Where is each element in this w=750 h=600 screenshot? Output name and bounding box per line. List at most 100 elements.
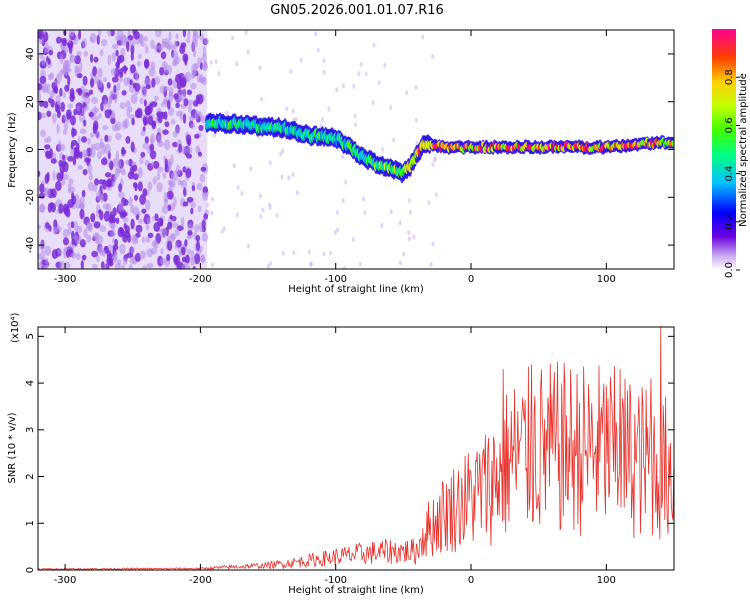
- noise-speck: [202, 45, 206, 57]
- noise-speck: [121, 66, 129, 72]
- noise-speck: [185, 153, 193, 159]
- snr-x-axis: -300 -200 -100 0 100: [54, 327, 616, 586]
- noise-speck: [203, 213, 209, 220]
- noise-speck: [194, 133, 200, 139]
- noise-speck: [110, 68, 117, 76]
- noise-speck: [97, 151, 102, 160]
- faint-speck: [327, 106, 331, 112]
- noise-speck: [58, 203, 64, 214]
- noise-speck: [121, 90, 127, 96]
- noise-speck: [115, 133, 122, 140]
- noise-speck: [83, 50, 88, 57]
- noise-speck: [122, 120, 128, 130]
- faint-speck: [225, 110, 229, 116]
- faint-speck: [281, 250, 285, 256]
- noise-speck: [173, 196, 177, 207]
- spectrogram-x-tick-label: 100: [597, 274, 616, 285]
- noise-speck: [183, 98, 189, 107]
- noise-speck: [79, 128, 87, 135]
- faint-speck: [294, 116, 298, 122]
- faint-speck: [333, 229, 337, 235]
- noise-speck: [97, 67, 103, 79]
- faint-speck: [431, 241, 435, 247]
- noise-speck: [135, 224, 143, 234]
- faint-speck: [236, 185, 240, 190]
- noise-speck: [192, 266, 196, 269]
- noise-speck: [137, 167, 143, 179]
- noise-speck: [99, 225, 107, 233]
- faint-speck: [363, 210, 367, 216]
- faint-speck: [431, 54, 435, 60]
- noise-speck: [173, 170, 179, 182]
- noise-speck: [110, 231, 116, 237]
- noise-speck: [88, 172, 93, 181]
- noise-speck: [115, 49, 119, 57]
- noise-speck: [63, 206, 70, 216]
- noise-speck: [89, 147, 96, 158]
- noise-speck: [199, 173, 206, 183]
- faint-speck: [299, 57, 303, 63]
- noise-speck: [139, 250, 147, 260]
- noise-speck: [60, 143, 66, 152]
- faint-speck: [434, 192, 438, 198]
- noise-speck: [90, 78, 95, 88]
- noise-speck: [167, 221, 173, 230]
- noise-speck: [120, 48, 126, 57]
- noise-speck: [130, 44, 135, 55]
- snr-x-axis-label: Height of straight line (km): [288, 585, 424, 596]
- noise-speck: [97, 30, 102, 36]
- noise-speck: [143, 99, 147, 107]
- noise-speck: [175, 126, 180, 134]
- noise-speck: [46, 110, 52, 118]
- noise-speck: [168, 90, 172, 98]
- noise-speck: [188, 99, 194, 105]
- faint-speck: [372, 42, 376, 48]
- noise-speck: [102, 125, 109, 131]
- noise-speck: [112, 158, 119, 168]
- noise-speck: [58, 260, 65, 269]
- noise-speck: [93, 120, 99, 132]
- noise-speck: [84, 95, 91, 105]
- noise-speck: [68, 30, 75, 37]
- noise-speck: [114, 121, 122, 131]
- faint-speck: [309, 261, 313, 267]
- faint-speck: [412, 234, 416, 240]
- noise-speck: [70, 115, 76, 126]
- noise-speck: [91, 96, 98, 105]
- noise-speck: [138, 218, 144, 224]
- noise-speck: [57, 140, 62, 151]
- noise-speck: [81, 136, 87, 143]
- noise-speck: [62, 173, 70, 181]
- noise-speck: [91, 250, 98, 258]
- faint-speck: [414, 84, 418, 90]
- noise-speck: [92, 263, 98, 269]
- noise-speck: [187, 265, 191, 269]
- spectrogram-y-tick-label: 40: [25, 48, 36, 61]
- faint-speck: [291, 172, 295, 177]
- noise-speck: [190, 201, 196, 209]
- noise-speck: [70, 147, 75, 157]
- noise-speck: [203, 38, 210, 45]
- noise-speck: [130, 218, 135, 230]
- noise-speck: [90, 53, 94, 63]
- noise-speck: [150, 133, 156, 144]
- noise-speck: [52, 225, 57, 235]
- noise-speck: [139, 97, 144, 104]
- noise-speck: [111, 52, 117, 62]
- faint-speck: [431, 162, 435, 168]
- noise-speck: [199, 33, 204, 41]
- faint-speck: [421, 34, 425, 40]
- faint-speck: [259, 193, 262, 199]
- snr-panel: -300 -200 -100 0 100 0 1 2 3 4 5 (x10⁴) Height of…: [7, 312, 675, 596]
- noise-speck: [120, 211, 128, 217]
- colorbar-tick-label: 0.2: [724, 214, 735, 230]
- noise-speck: [45, 150, 51, 158]
- noise-speck: [99, 49, 104, 57]
- noise-speck: [181, 263, 188, 269]
- noise-speck: [191, 185, 196, 192]
- noise-speck: [116, 166, 121, 174]
- noise-speck: [129, 165, 135, 176]
- noise-speck: [130, 52, 134, 61]
- noise-speck: [123, 230, 130, 238]
- noise-speck: [170, 118, 176, 125]
